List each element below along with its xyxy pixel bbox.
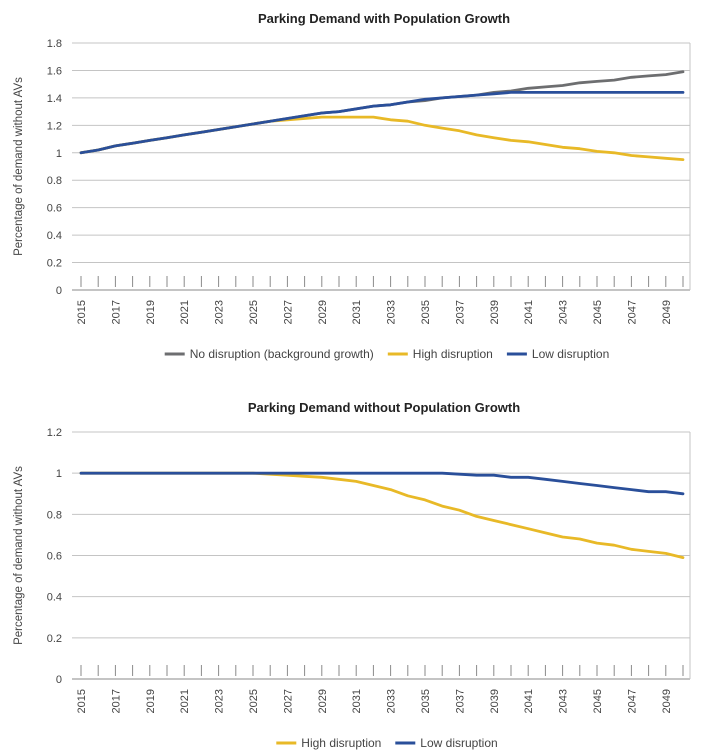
y-tick-label: 1.8 (47, 38, 62, 50)
legend-label: No disruption (background growth) (190, 347, 374, 361)
x-tick-label: 2017 (110, 300, 122, 324)
x-tick-label: 2023 (214, 300, 226, 324)
y-axis-label: Percentage of demand without AVs (13, 77, 25, 256)
x-tick-label: 2047 (626, 300, 638, 324)
y-tick-label: 1.6 (47, 65, 62, 77)
chart-title: Parking Demand without Population Growth (248, 400, 520, 415)
chart-with-population-growth: Parking Demand with Population Growth Per… (13, 11, 691, 361)
y-tick-label: 0.2 (47, 633, 62, 645)
x-tick-label: 2025 (248, 300, 260, 324)
x-tick-label: 2015 (76, 300, 88, 324)
y-tick-label: 0.8 (47, 175, 62, 187)
x-tick-label: 2049 (661, 300, 673, 324)
x-tick-label: 2045 (592, 689, 604, 713)
legend-item-low-disruption: Low disruption (395, 736, 498, 750)
legend: No disruption (background growth) High di… (164, 347, 609, 361)
x-tick-label: 2043 (558, 300, 570, 324)
x-tick-label: 2037 (454, 689, 466, 713)
legend-label: Low disruption (420, 736, 497, 750)
x-tick-label: 2027 (282, 689, 294, 713)
chart-without-population-growth: Parking Demand without Population Growth… (13, 400, 691, 750)
x-tick-label: 2015 (76, 689, 88, 713)
x-tick-label: 2021 (179, 300, 191, 324)
series-line-no-disruption-background-growth (79, 70, 685, 155)
x-tick-label: 2047 (626, 689, 638, 713)
legend-label: High disruption (301, 736, 381, 750)
x-tick-label: 2029 (317, 689, 329, 713)
x-tick-label: 2033 (386, 689, 398, 713)
series-line-low-disruption (79, 91, 685, 155)
y-tick-label: 0 (56, 285, 62, 297)
legend-label: Low disruption (532, 347, 609, 361)
x-tick-label: 2031 (351, 689, 363, 713)
y-tick-label: 1.2 (47, 427, 62, 439)
x-tick-label: 2019 (145, 300, 157, 324)
legend-item-no-disruption-background-growth: No disruption (background growth) (164, 347, 374, 361)
x-tick-label: 2023 (214, 689, 226, 713)
x-tick-label: 2035 (420, 300, 432, 324)
y-axis-label: Percentage of demand without AVs (13, 466, 25, 645)
x-tick-label: 2017 (110, 689, 122, 713)
chart-title: Parking Demand with Population Growth (258, 11, 510, 26)
x-tick-label: 2041 (523, 300, 535, 324)
y-tick-label: 0.6 (47, 203, 62, 215)
x-tick-label: 2045 (592, 300, 604, 324)
x-tick-label: 2027 (282, 300, 294, 324)
x-tick-label: 2031 (351, 300, 363, 324)
x-tick-label: 2019 (145, 689, 157, 713)
x-tick-label: 2049 (661, 689, 673, 713)
legend-label: High disruption (413, 347, 493, 361)
y-tick-label: 1.2 (47, 120, 62, 132)
y-tick-label: 1.4 (47, 93, 62, 105)
x-tick-label: 2043 (558, 689, 570, 713)
y-tick-label: 0.4 (47, 592, 62, 604)
y-tick-label: 0.2 (47, 258, 62, 270)
y-tick-label: 1 (56, 468, 62, 480)
x-tick-label: 2033 (386, 300, 398, 324)
legend-item-high-disruption: High disruption (387, 347, 493, 361)
y-tick-label: 1 (56, 148, 62, 160)
legend: High disruption Low disruption (276, 736, 498, 750)
x-tick-label: 2025 (248, 689, 260, 713)
legend-item-high-disruption: High disruption (276, 736, 381, 750)
x-tick-label: 2039 (489, 689, 501, 713)
x-tick-label: 2035 (420, 689, 432, 713)
y-tick-label: 0.4 (47, 230, 62, 242)
x-tick-label: 2041 (523, 689, 535, 713)
x-tick-label: 2021 (179, 689, 191, 713)
x-tick-label: 2039 (489, 300, 501, 324)
legend-item-low-disruption: Low disruption (506, 347, 609, 361)
y-tick-label: 0.6 (47, 551, 62, 563)
x-tick-label: 2029 (317, 300, 329, 324)
y-tick-label: 0.8 (47, 509, 62, 521)
x-tick-label: 2037 (454, 300, 466, 324)
y-tick-label: 0 (56, 674, 62, 686)
series-line-low-disruption (79, 471, 685, 496)
